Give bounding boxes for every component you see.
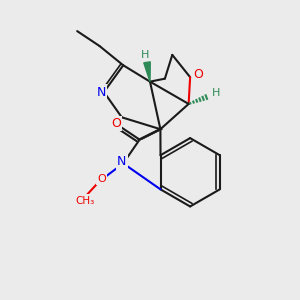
- Text: H: H: [212, 88, 220, 98]
- Text: O: O: [98, 174, 106, 184]
- Text: O: O: [194, 68, 203, 81]
- Text: N: N: [117, 155, 127, 168]
- Text: H: H: [140, 50, 149, 60]
- Text: N: N: [97, 85, 106, 98]
- Text: O: O: [111, 117, 121, 130]
- Text: CH₃: CH₃: [75, 196, 94, 206]
- Polygon shape: [144, 62, 150, 82]
